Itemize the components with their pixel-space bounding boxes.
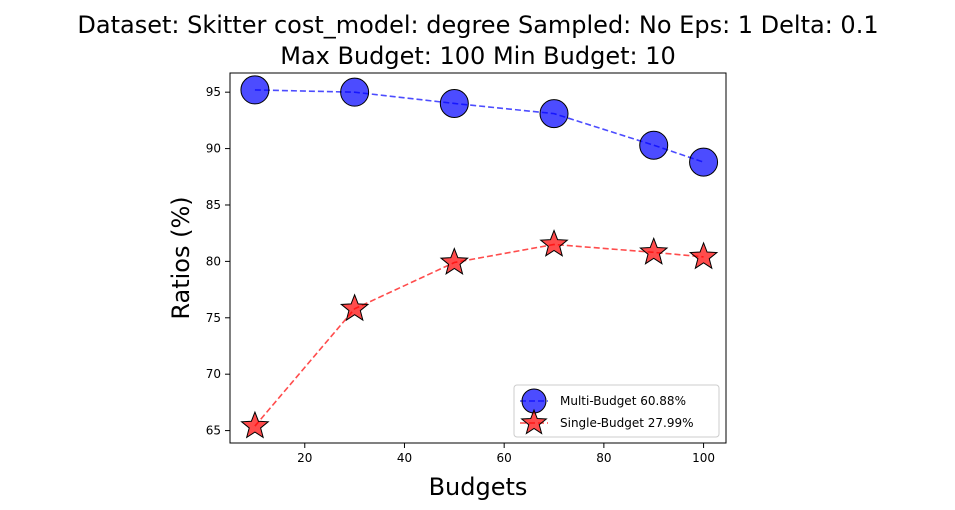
multi-budget-point xyxy=(539,99,569,129)
y-axis-label: Ratios (%) xyxy=(167,196,195,319)
plot-area: 20 40 60 80 100 65 70 75 80 85 90 95 xyxy=(206,75,719,465)
y-tick-label: 85 xyxy=(206,198,221,212)
multi-budget-point xyxy=(639,130,669,160)
single-budget-point xyxy=(539,229,569,257)
single-budget-point xyxy=(240,410,270,439)
plot-frame xyxy=(229,72,727,444)
legend-single-budget-label: Single-Budget 27.99% xyxy=(560,416,694,430)
y-tick-label: 95 xyxy=(206,85,221,99)
x-tick-label: 20 xyxy=(297,451,312,465)
y-tick-label: 90 xyxy=(206,142,221,156)
x-tick-label: 60 xyxy=(497,451,512,465)
single-budget-point xyxy=(339,293,370,322)
y-tick-label: 70 xyxy=(206,367,221,381)
multi-budget-point xyxy=(240,75,270,105)
y-tick-label: 80 xyxy=(206,254,221,268)
y-tick-label: 75 xyxy=(206,311,221,325)
chart-title-line2: Max Budget: 100 Min Budget: 10 xyxy=(280,42,676,70)
x-tick-label: 80 xyxy=(596,451,611,465)
legend: Multi-Budget 60.88% Single-Budget 27.99% xyxy=(513,384,720,438)
x-tick-label: 100 xyxy=(692,451,715,465)
multi-budget-point xyxy=(439,88,469,118)
multi-budget-point xyxy=(689,147,719,177)
multi-budget-point xyxy=(340,77,370,107)
multi-budget-line xyxy=(254,89,704,163)
legend-multi-budget-label: Multi-Budget 60.88% xyxy=(560,394,686,408)
x-axis-label: Budgets xyxy=(429,473,528,501)
chart-title-line1: Dataset: Skitter cost_model: degree Samp… xyxy=(77,11,878,39)
single-budget-line xyxy=(254,243,704,427)
single-budget-point xyxy=(439,247,469,275)
y-tick-label: 65 xyxy=(206,424,221,438)
single-budget-point xyxy=(639,236,669,265)
x-tick-label: 40 xyxy=(397,451,412,465)
legend-box xyxy=(513,384,720,438)
single-budget-point xyxy=(688,241,719,270)
legend-single-budget-marker xyxy=(520,408,548,435)
